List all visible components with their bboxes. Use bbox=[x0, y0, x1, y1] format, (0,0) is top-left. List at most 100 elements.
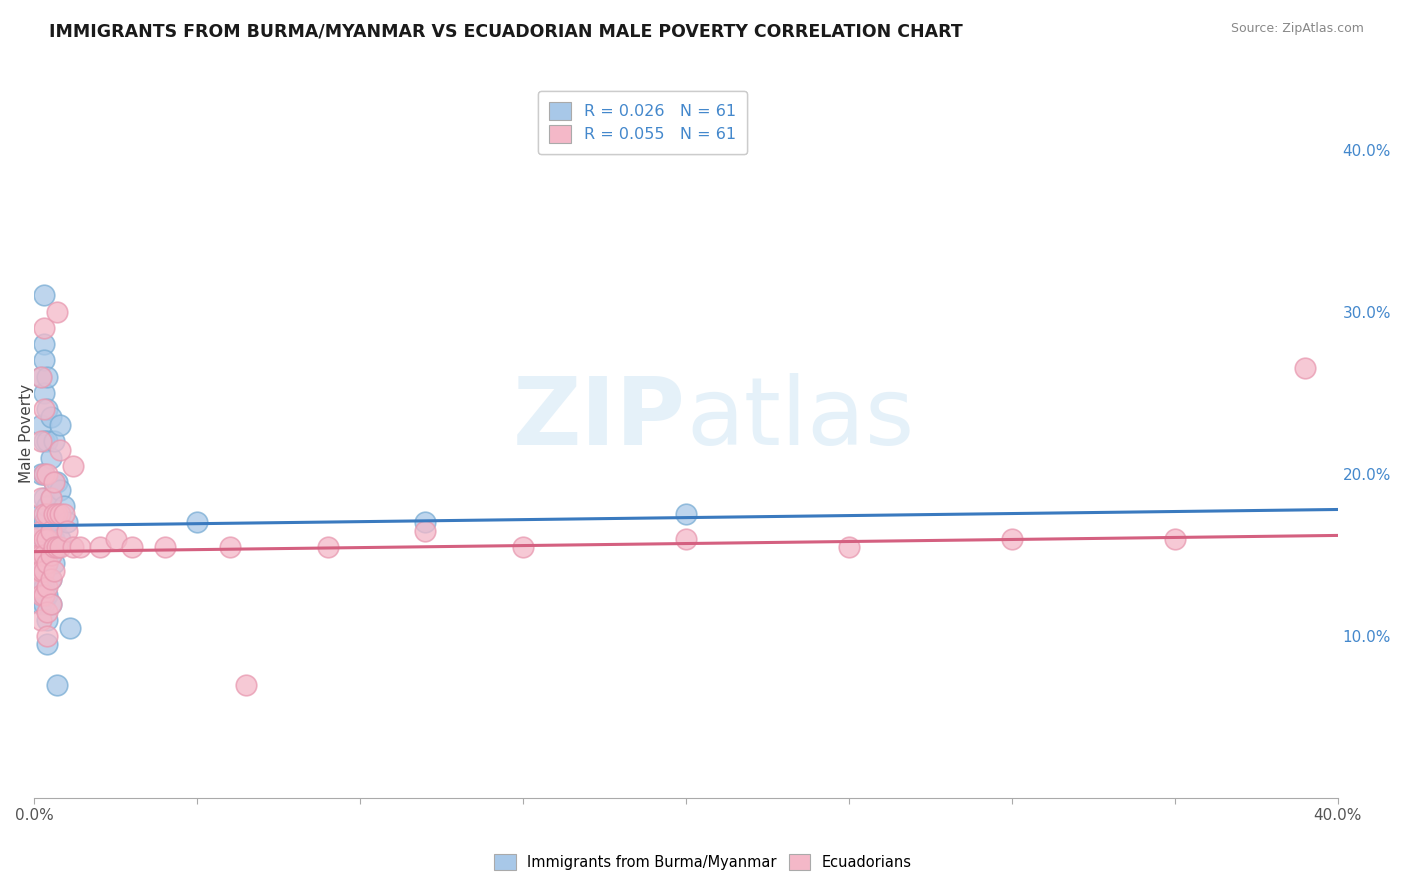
Point bbox=[37, 508, 59, 522]
Y-axis label: Male Poverty: Male Poverty bbox=[18, 384, 34, 483]
Point bbox=[37, 556, 59, 570]
Point bbox=[62, 540, 84, 554]
Point bbox=[39, 524, 62, 538]
Point bbox=[42, 475, 65, 489]
Point bbox=[37, 589, 59, 603]
Point bbox=[39, 572, 62, 586]
Point bbox=[27, 540, 49, 554]
Point bbox=[415, 516, 437, 530]
Point bbox=[52, 508, 75, 522]
Point bbox=[49, 442, 72, 457]
Point bbox=[42, 540, 65, 554]
Point bbox=[153, 540, 176, 554]
Point bbox=[42, 434, 65, 449]
Point bbox=[186, 516, 208, 530]
Point bbox=[46, 540, 69, 554]
Point bbox=[838, 540, 860, 554]
Point bbox=[30, 508, 52, 522]
Point bbox=[121, 540, 143, 554]
Text: ZIP: ZIP bbox=[513, 373, 686, 465]
Point bbox=[39, 524, 62, 538]
Point bbox=[32, 589, 55, 603]
Point bbox=[27, 572, 49, 586]
Point bbox=[30, 467, 52, 481]
Point bbox=[42, 532, 65, 546]
Point bbox=[30, 524, 52, 538]
Point bbox=[32, 337, 55, 351]
Point bbox=[42, 508, 65, 522]
Point bbox=[32, 467, 55, 481]
Point bbox=[37, 532, 59, 546]
Point bbox=[30, 613, 52, 627]
Point bbox=[415, 524, 437, 538]
Point bbox=[39, 548, 62, 562]
Point bbox=[30, 580, 52, 594]
Point bbox=[37, 629, 59, 643]
Point bbox=[30, 589, 52, 603]
Point bbox=[32, 548, 55, 562]
Point bbox=[39, 597, 62, 611]
Point bbox=[30, 564, 52, 578]
Point bbox=[89, 540, 111, 554]
Point bbox=[59, 621, 82, 635]
Point bbox=[512, 540, 534, 554]
Point bbox=[32, 434, 55, 449]
Point bbox=[32, 516, 55, 530]
Point bbox=[1164, 532, 1187, 546]
Point bbox=[30, 532, 52, 546]
Point bbox=[52, 500, 75, 514]
Point bbox=[42, 475, 65, 489]
Point bbox=[46, 677, 69, 691]
Point bbox=[27, 580, 49, 594]
Point bbox=[27, 556, 49, 570]
Point bbox=[30, 597, 52, 611]
Point bbox=[49, 508, 72, 522]
Legend: Immigrants from Burma/Myanmar, Ecuadorians: Immigrants from Burma/Myanmar, Ecuadoria… bbox=[486, 847, 920, 878]
Point bbox=[37, 434, 59, 449]
Point bbox=[30, 434, 52, 449]
Point bbox=[46, 540, 69, 554]
Point bbox=[32, 401, 55, 416]
Point bbox=[37, 401, 59, 416]
Point bbox=[42, 564, 65, 578]
Point bbox=[39, 410, 62, 425]
Point bbox=[1001, 532, 1024, 546]
Point bbox=[39, 548, 62, 562]
Point bbox=[32, 385, 55, 400]
Point bbox=[32, 491, 55, 505]
Point bbox=[37, 580, 59, 594]
Point bbox=[27, 548, 49, 562]
Point bbox=[235, 677, 257, 691]
Point bbox=[46, 304, 69, 318]
Point bbox=[30, 369, 52, 384]
Point bbox=[32, 321, 55, 335]
Point bbox=[30, 418, 52, 433]
Point bbox=[46, 475, 69, 489]
Point bbox=[39, 491, 62, 505]
Point bbox=[49, 540, 72, 554]
Point bbox=[30, 491, 52, 505]
Point bbox=[30, 548, 52, 562]
Point bbox=[22, 532, 45, 546]
Point bbox=[32, 353, 55, 368]
Point bbox=[56, 516, 79, 530]
Point bbox=[218, 540, 240, 554]
Point bbox=[46, 516, 69, 530]
Point bbox=[22, 524, 45, 538]
Point bbox=[1294, 361, 1316, 376]
Point bbox=[30, 369, 52, 384]
Point bbox=[32, 532, 55, 546]
Point bbox=[42, 556, 65, 570]
Point bbox=[39, 491, 62, 505]
Point bbox=[37, 613, 59, 627]
Point bbox=[62, 458, 84, 473]
Point bbox=[39, 572, 62, 586]
Text: IMMIGRANTS FROM BURMA/MYANMAR VS ECUADORIAN MALE POVERTY CORRELATION CHART: IMMIGRANTS FROM BURMA/MYANMAR VS ECUADOR… bbox=[49, 22, 963, 40]
Point bbox=[675, 508, 697, 522]
Point bbox=[32, 288, 55, 302]
Point bbox=[32, 532, 55, 546]
Point bbox=[32, 580, 55, 594]
Point bbox=[27, 564, 49, 578]
Point bbox=[37, 500, 59, 514]
Point bbox=[32, 548, 55, 562]
